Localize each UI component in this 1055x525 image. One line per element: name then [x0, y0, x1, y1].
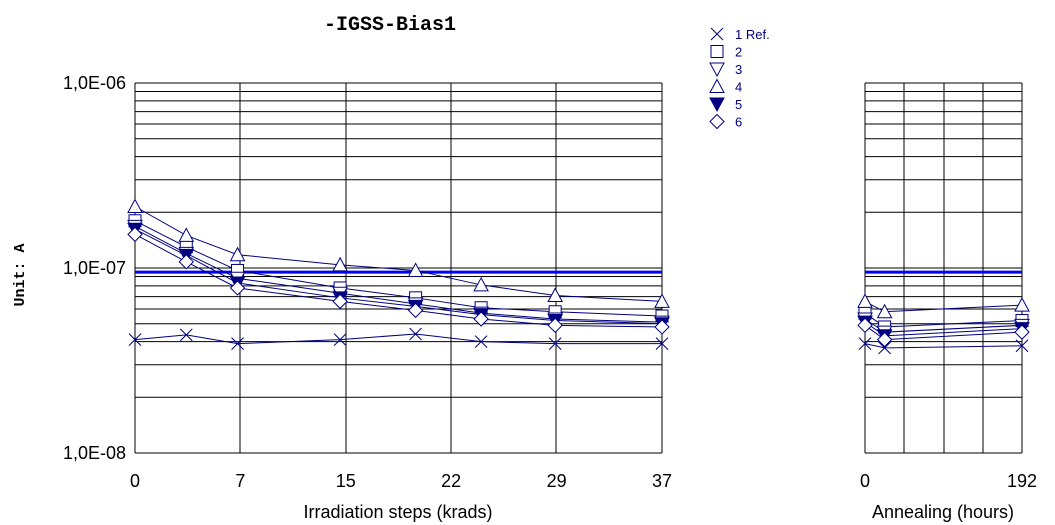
x-ticks-right: 0 192	[860, 471, 1037, 491]
data-point-6	[654, 319, 670, 335]
legend-marker-4	[709, 78, 725, 93]
legend-label-2: 2	[735, 45, 742, 60]
data-point-6	[127, 226, 143, 243]
legend-marker-1	[710, 27, 724, 41]
data-point-6	[332, 293, 348, 310]
grid-left	[134, 82, 663, 454]
x-tick-label: 22	[441, 471, 461, 491]
x-axis-label-irradiation: Irradiation steps (krads)	[303, 502, 492, 522]
x-tick-label: 0	[130, 471, 140, 491]
data-point-4	[229, 246, 246, 262]
y-axis-label: Unit: A	[12, 243, 29, 306]
data-point-1	[409, 327, 422, 341]
series-line-4	[134, 206, 663, 302]
y-tick-label: 1,0E-06	[63, 73, 126, 93]
chart-title: -IGSS-Bias1	[324, 14, 456, 37]
data-point-4	[332, 256, 348, 272]
legend-label-5: 5	[735, 97, 742, 112]
series-line-2	[134, 220, 663, 317]
data-point-1	[1015, 339, 1029, 353]
data-point-6	[178, 254, 194, 270]
data-point-4	[547, 287, 564, 303]
left-panel: 0 7 15 22 29 37 Irradiation steps (krads)	[127, 82, 672, 522]
x-tick-label: 15	[336, 471, 356, 491]
y-tick-label: 1,0E-08	[63, 443, 126, 463]
data-point-4	[473, 276, 489, 292]
x-tick-label: 37	[652, 471, 672, 491]
series-line-5	[134, 228, 663, 325]
series-line-3	[134, 225, 663, 323]
data-point-1	[655, 337, 669, 351]
data-point-6	[857, 317, 873, 334]
grid-right	[864, 82, 1023, 454]
data-point-1	[474, 335, 488, 348]
x-tick-label: 7	[235, 471, 245, 491]
data-point-1	[333, 333, 347, 346]
data-point-6	[876, 331, 893, 348]
data-point-1	[179, 328, 193, 342]
legend: 1 Ref. 2 3 4 5 6	[709, 27, 770, 130]
data-point-1	[128, 333, 142, 346]
y-ticks: 1,0E-06 1,0E-07 1,0E-08	[63, 73, 126, 463]
series-line-1	[134, 333, 662, 345]
data-point-4	[654, 293, 670, 308]
legend-label-1: 1 Ref.	[735, 27, 770, 42]
data-point-6	[473, 311, 489, 327]
legend-label-3: 3	[735, 62, 742, 77]
legend-marker-2	[710, 45, 724, 58]
data-point-4	[127, 198, 143, 213]
y-tick-label: 1,0E-07	[63, 258, 126, 278]
data-point-4	[857, 293, 873, 308]
data-point-4	[1014, 297, 1030, 312]
x-tick-label: 29	[547, 471, 567, 491]
legend-marker-3	[709, 62, 725, 78]
series-right	[857, 293, 1030, 355]
series-left	[127, 198, 670, 351]
legend-label-6: 6	[735, 115, 742, 130]
data-point-6	[407, 302, 424, 319]
data-point-6	[547, 317, 563, 334]
data-point-1	[548, 337, 562, 351]
data-point-1	[878, 341, 891, 355]
x-axis-label-annealing: Annealing (hours)	[872, 502, 1014, 522]
data-point-6	[229, 280, 246, 296]
data-point-1	[231, 337, 244, 351]
legend-marker-5	[709, 97, 725, 113]
x-ticks-left: 0 7 15 22 29 37	[130, 471, 672, 491]
data-point-4	[876, 303, 893, 319]
data-point-4	[407, 262, 424, 277]
legend-label-4: 4	[735, 80, 742, 95]
legend-marker-6	[709, 113, 725, 130]
data-point-4	[178, 227, 195, 242]
x-tick-label: 0	[860, 471, 870, 491]
x-tick-label: 192	[1007, 471, 1037, 491]
series-line-6	[134, 233, 663, 328]
right-panel: 0 192 Annealing (hours)	[857, 82, 1037, 522]
data-point-6	[1014, 324, 1030, 340]
data-point-1	[858, 337, 872, 351]
